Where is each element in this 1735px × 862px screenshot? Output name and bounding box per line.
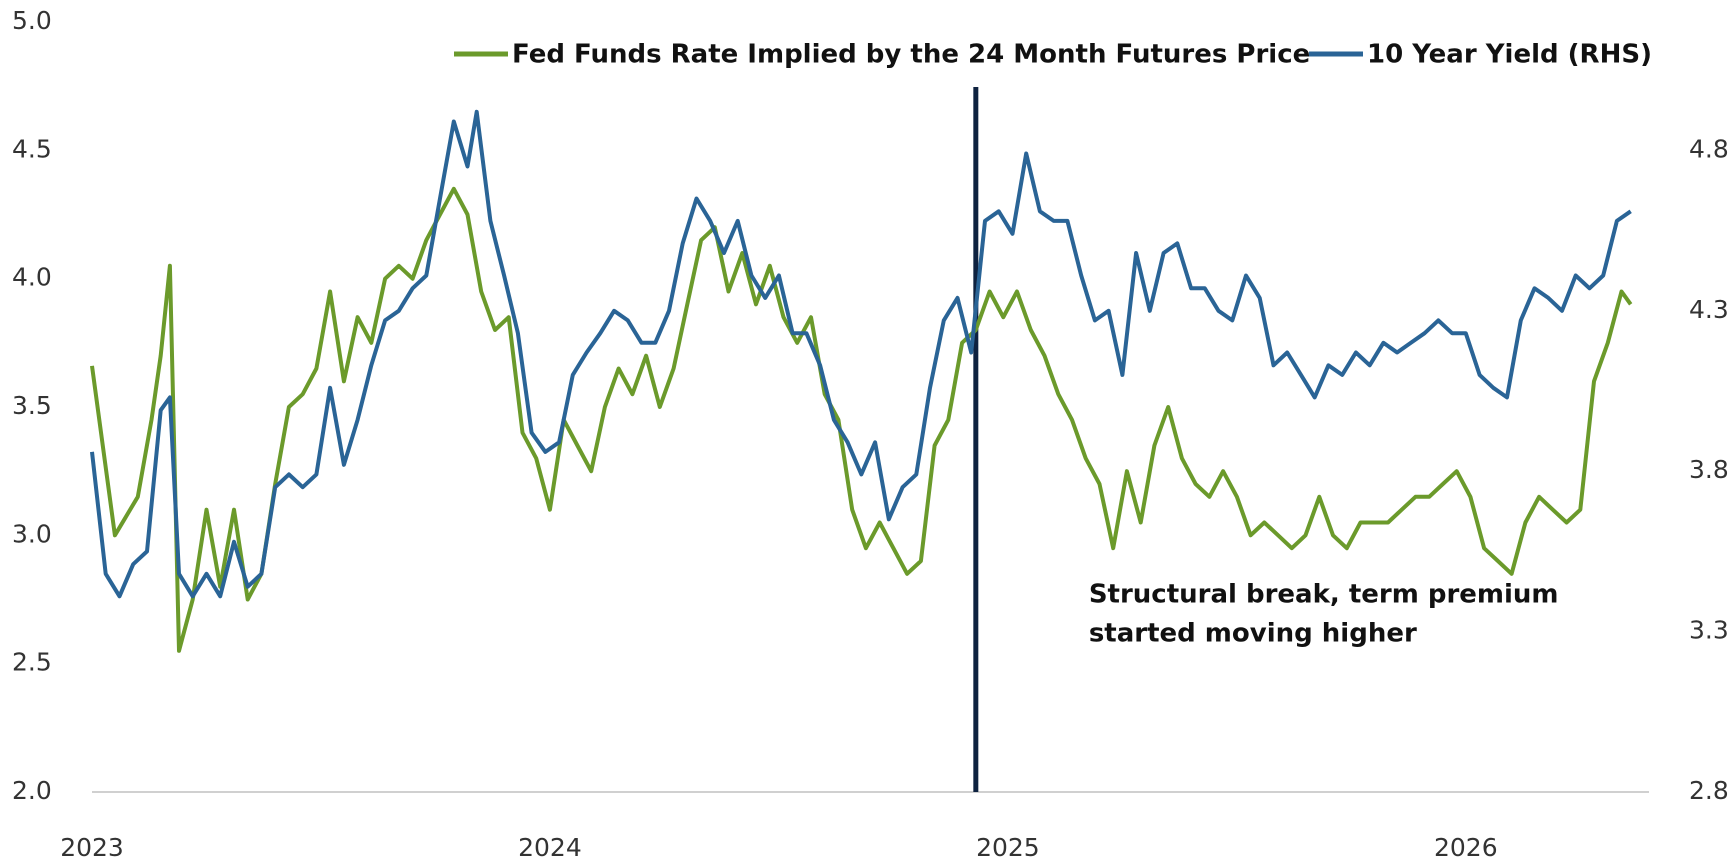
legend-label: Fed Funds Rate Implied by the 24 Month F… [512, 40, 1310, 70]
y-tick-label: 3.5 [12, 391, 52, 420]
x-tick-label: 2024 [518, 833, 582, 862]
y-tick-label: 2.5 [12, 648, 52, 677]
x-tick-label: 2023 [60, 833, 124, 862]
y2-tick-label: 4.8 [1689, 134, 1729, 163]
y-tick-label: 5.0 [12, 6, 52, 35]
x-tick-label: 2026 [1434, 833, 1498, 862]
annotation-text: started moving higher [1089, 619, 1417, 649]
series-line [90, 186, 1633, 653]
y-tick-label: 4.0 [12, 263, 52, 292]
y2-tick-label: 4.3 [1689, 295, 1729, 324]
y-tick-label: 3.0 [12, 519, 52, 548]
y2-tick-label: 2.8 [1689, 776, 1729, 805]
x-tick-label: 2025 [976, 833, 1040, 862]
y-tick-label: 2.0 [12, 776, 52, 805]
series-line [90, 109, 1632, 599]
y2-tick-label: 3.3 [1689, 616, 1729, 645]
legend-label: 10 Year Yield (RHS) [1367, 40, 1652, 70]
y-tick-label: 4.5 [12, 134, 52, 163]
annotation-text: Structural break, term premium [1089, 580, 1559, 610]
y2-tick-label: 3.8 [1689, 455, 1729, 484]
